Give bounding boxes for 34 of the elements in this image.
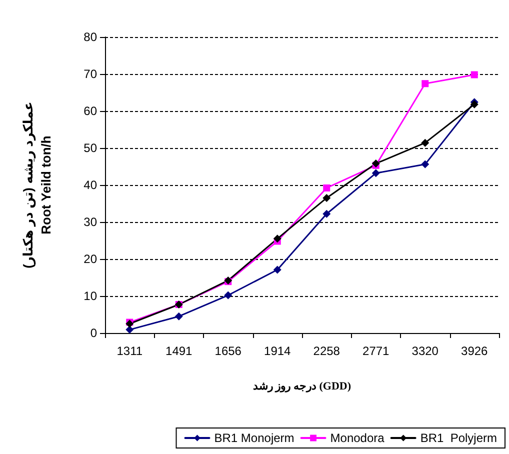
x-tick-label: 1491 — [166, 344, 193, 358]
point — [174, 312, 183, 320]
point — [273, 234, 282, 243]
x-tick-label: 1656 — [214, 344, 242, 358]
y-tick-label: 60 — [84, 104, 98, 118]
legend-label: BR1 Monojerm — [214, 431, 294, 445]
point — [421, 160, 430, 168]
point — [126, 326, 134, 334]
x-tick-label: 3926 — [461, 344, 488, 358]
x-tick-label: 2258 — [313, 344, 340, 358]
point — [322, 194, 331, 202]
y-tick-label: 50 — [84, 141, 98, 155]
y-tick-label: 30 — [84, 215, 98, 229]
point — [422, 80, 429, 88]
y-tick-label: 20 — [84, 252, 98, 266]
y-tick-label: 0 — [90, 326, 98, 340]
x-axis-title: درجه روز رشد (GDD) — [252, 380, 352, 392]
point — [372, 169, 380, 178]
x-tick-label: 1914 — [264, 344, 292, 358]
legend-label: Monodora — [330, 431, 385, 445]
y-tick-label: 70 — [84, 67, 98, 81]
y-tick-label: 80 — [84, 30, 98, 44]
point — [273, 266, 282, 274]
x-tick-label: 2771 — [362, 344, 390, 358]
y-tick-label: 10 — [84, 289, 98, 303]
x-tick-label: 3320 — [412, 344, 439, 358]
y-tick-label: 40 — [84, 178, 98, 192]
legend-label: BR1 Polyjerm — [420, 431, 498, 445]
x-tick-label: 1311 — [116, 344, 143, 358]
point — [322, 210, 331, 218]
point — [470, 71, 478, 78]
point — [421, 138, 430, 147]
point — [323, 184, 330, 192]
point — [224, 291, 232, 300]
